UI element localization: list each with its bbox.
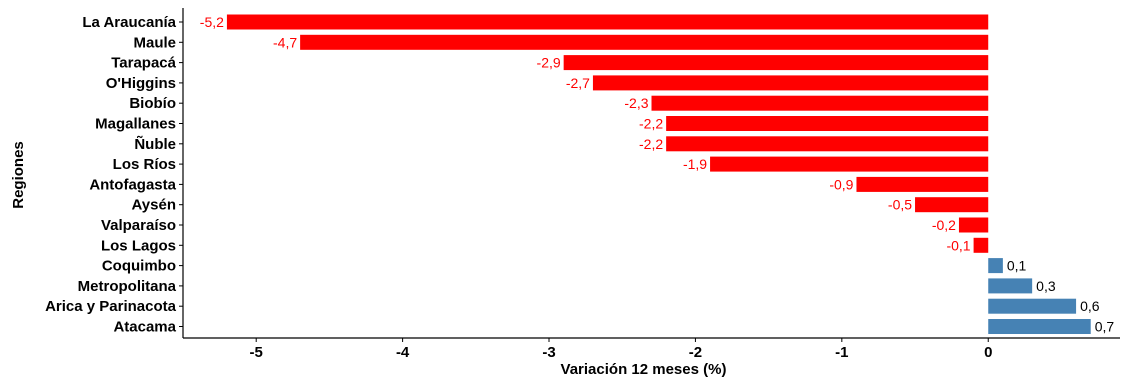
y-axis-title: Regiones — [10, 141, 27, 209]
bar — [973, 237, 989, 253]
bar — [710, 156, 989, 172]
data-label: -0,9 — [829, 176, 853, 192]
x-axis-title: Variación 12 meses (%) — [561, 361, 727, 377]
category-label: Coquimbo — [102, 258, 176, 275]
data-label: 0,7 — [1095, 319, 1115, 335]
category-label: Valparaíso — [101, 217, 176, 234]
category-label: Ñuble — [134, 135, 176, 153]
bar — [988, 278, 1033, 294]
category-label: Biobío — [129, 95, 176, 112]
bar — [856, 176, 989, 192]
bars-group — [226, 14, 1091, 334]
bar — [988, 319, 1091, 334]
category-label: Los Ríos — [113, 156, 176, 173]
data-label: -2,9 — [537, 55, 561, 71]
category-label: Los Lagos — [101, 237, 176, 254]
axes: -5 -4 -3 -2 -1 0 — [179, 8, 1120, 361]
bar — [958, 217, 989, 233]
data-label: -5,2 — [200, 14, 224, 30]
data-label: -2,2 — [639, 136, 663, 152]
data-label: -0,2 — [932, 217, 956, 233]
x-tick-label: -1 — [835, 344, 848, 361]
data-label: -2,2 — [639, 116, 663, 132]
bar — [563, 55, 989, 71]
bar — [651, 95, 989, 111]
data-label: 0,1 — [1007, 258, 1027, 274]
data-label: -0,1 — [946, 237, 970, 253]
bar — [915, 197, 989, 213]
bar — [300, 34, 989, 50]
x-tick-label: -4 — [396, 344, 410, 361]
category-label: Aysén — [132, 197, 176, 214]
x-tick-label: 0 — [984, 344, 992, 361]
x-tick-label: -2 — [689, 344, 702, 361]
bar — [988, 298, 1077, 314]
data-label: -2,7 — [566, 75, 590, 91]
category-label: Metropolitana — [78, 278, 177, 295]
bar — [666, 136, 989, 152]
data-label: -4,7 — [273, 34, 297, 50]
data-label: -2,3 — [624, 95, 648, 111]
data-label: 0,6 — [1080, 298, 1100, 314]
category-label: Antofagasta — [89, 176, 176, 193]
data-label: -0,5 — [888, 197, 912, 213]
data-label: -1,9 — [683, 156, 707, 172]
data-labels: -5,2 -4,7 -2,9 -2,7 -2,3 -2,2 -2,2 -1,9 -0,9 -0,5… — [200, 14, 1115, 335]
x-tick-label: -5 — [250, 344, 263, 361]
bar — [666, 116, 989, 131]
category-label: Atacama — [113, 319, 176, 336]
bar — [226, 14, 989, 30]
data-label: 0,3 — [1036, 278, 1056, 294]
category-label: Arica y Parinacota — [45, 298, 177, 315]
category-label: O'Higgins — [106, 75, 176, 92]
bar — [592, 75, 989, 91]
category-label: Magallanes — [95, 116, 176, 133]
x-tick-label: -3 — [542, 344, 555, 361]
category-label: Maule — [133, 34, 176, 51]
category-labels: La Araucanía Maule Tarapacá O'Higgins Biobío… — [45, 14, 177, 336]
bar — [988, 258, 1003, 274]
category-label: La Araucanía — [82, 14, 176, 31]
category-label: Tarapacá — [111, 55, 176, 72]
